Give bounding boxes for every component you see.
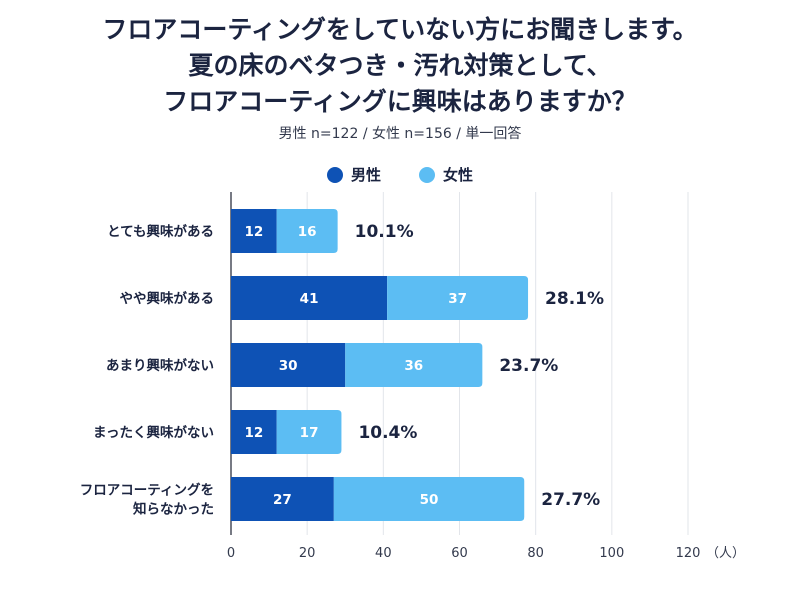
bar-value-label: 30: [279, 358, 298, 374]
title-line-3: フロアコーティングに興味はありますか？: [163, 87, 637, 116]
bar-segment-female: [333, 477, 525, 521]
bar-segment-female: [276, 209, 338, 253]
category-label: 知らなかった: [133, 501, 214, 518]
legend-swatch-female: [419, 166, 435, 183]
bar-value-label: 27: [273, 492, 292, 508]
x-tick-label: 40: [375, 546, 392, 561]
title-line-2: 夏の床のベタつき・汚れ対策として、: [188, 51, 612, 80]
legend-swatch-male: [326, 166, 343, 183]
category-label: やや興味がある: [120, 290, 215, 307]
legend-item-male: 男性: [326, 164, 381, 185]
bar-segment-male: [231, 410, 277, 454]
total-percent-label: 10.1%: [355, 222, 414, 242]
x-axis-unit: （人）: [706, 546, 745, 561]
bar-segment-male: [231, 343, 346, 387]
bar-segment-female: [276, 410, 342, 454]
x-tick-label: 120: [676, 546, 701, 561]
x-tick-label: 0: [227, 546, 235, 561]
bar-value-label: 37: [448, 291, 467, 307]
category-label: フロアコーティングを: [80, 482, 214, 499]
category-label: まったく興味がない: [93, 424, 214, 441]
bar-segment-male: [231, 209, 277, 253]
total-percent-label: 28.1%: [545, 289, 604, 309]
chart-subtitle: 男性 n=122 / 女性 n=156 / 単一回答: [278, 126, 522, 142]
bar-value-label: 16: [298, 224, 317, 240]
bar-value-label: 17: [300, 425, 319, 441]
legend-item-female: 女性: [419, 164, 473, 185]
category-label: あまり興味がない: [106, 357, 214, 374]
category-label: とても興味がある: [107, 223, 214, 240]
x-tick-label: 20: [299, 546, 316, 561]
chart-title: フロアコーティングをしていない方にお聞きします。 夏の床のベタつき・汚れ対策とし…: [0, 12, 800, 120]
total-percent-label: 23.7%: [499, 356, 558, 376]
title-line-1: フロアコーティングをしていない方にお聞きします。: [102, 15, 698, 44]
legend-label-male: 男性: [350, 166, 381, 184]
bar-value-label: 41: [300, 291, 319, 307]
total-percent-label: 27.7%: [541, 490, 600, 510]
bar-segment-male: [231, 276, 388, 320]
x-tick-label: 100: [599, 546, 624, 561]
x-tick-label: 80: [527, 546, 544, 561]
bar-segment-male: [231, 477, 334, 521]
bar-value-label: 12: [244, 224, 263, 240]
chart-legend: 男性 女性: [0, 164, 800, 185]
total-percent-label: 10.4%: [358, 423, 417, 443]
bar-value-label: 50: [420, 492, 439, 508]
bar-value-label: 36: [404, 358, 423, 374]
bar-segment-female: [345, 343, 483, 387]
legend-label-female: 女性: [443, 166, 474, 184]
bar-value-label: 12: [244, 425, 263, 441]
x-tick-label: 60: [451, 546, 468, 561]
bar-segment-female: [387, 276, 529, 320]
